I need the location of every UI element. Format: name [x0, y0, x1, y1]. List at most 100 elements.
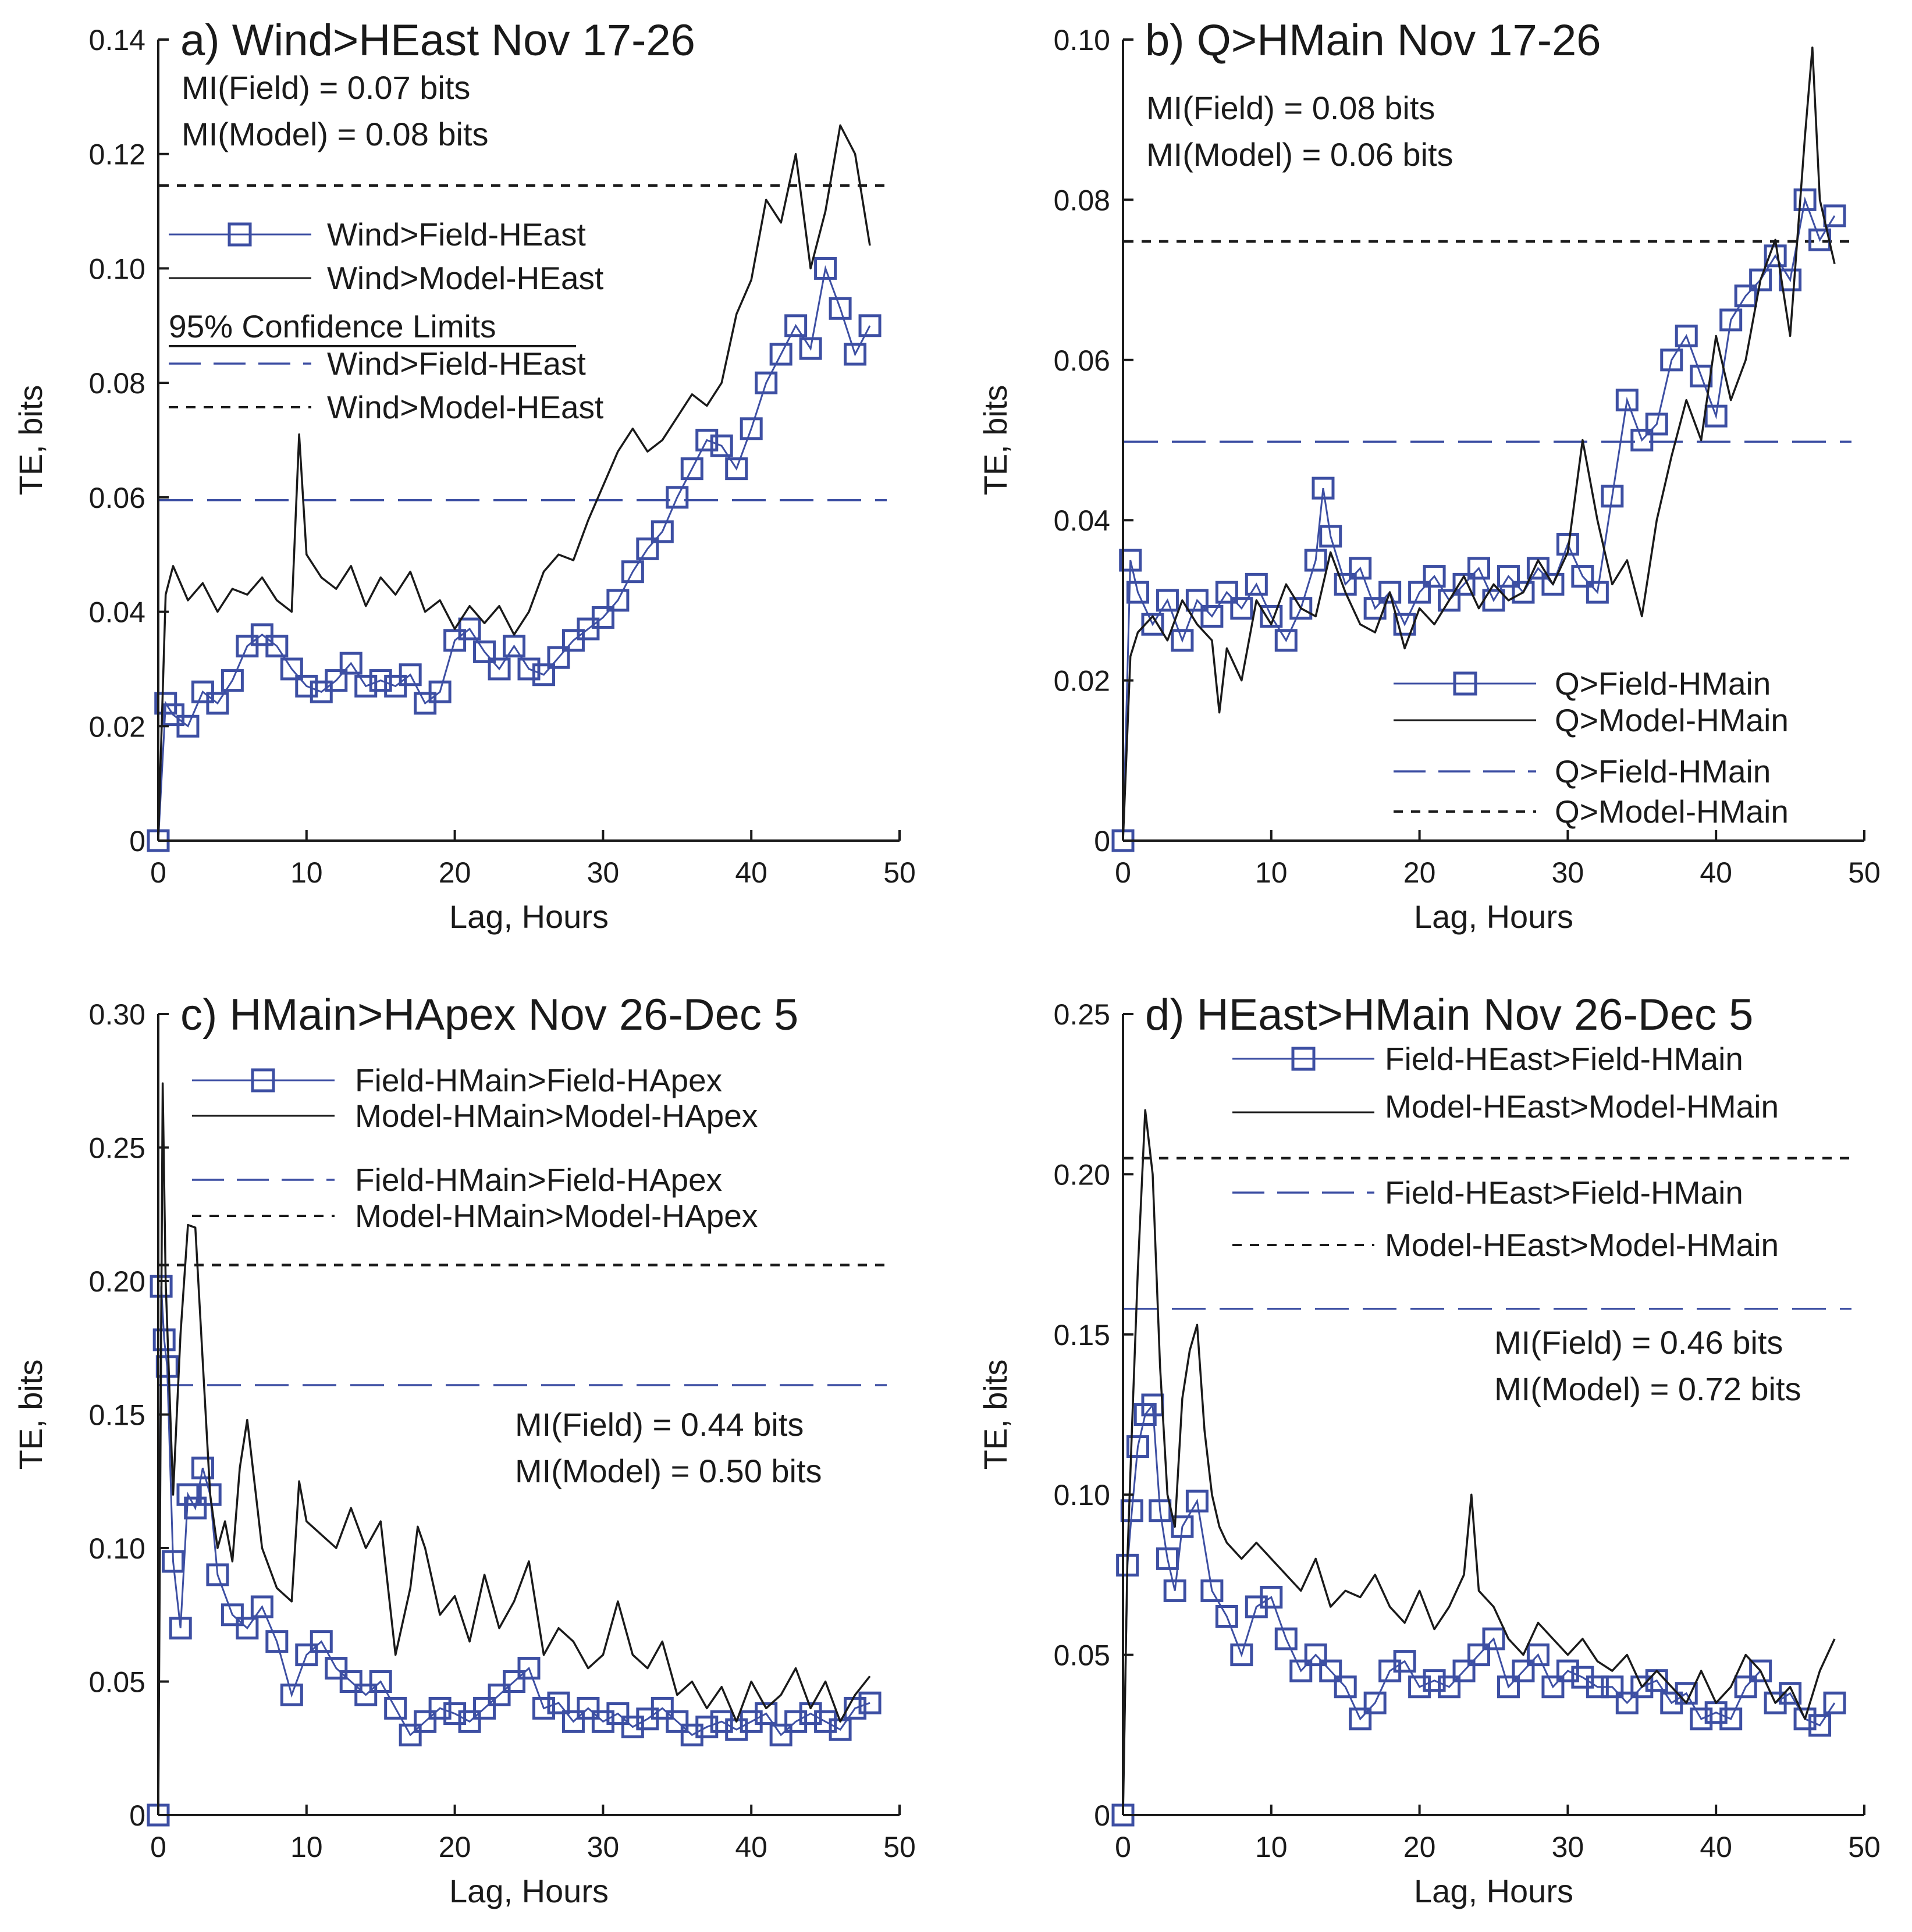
- field-series-marker: [1319, 525, 1342, 548]
- x-tick-label: 50: [883, 1831, 916, 1863]
- field-series-marker: [1749, 1659, 1772, 1682]
- field-series-marker: [591, 606, 614, 629]
- plot-area: 0 0.05 0.10 0.15 0.20 0.25 0 10 20 30 40 50 Lag, Hou…: [977, 998, 1881, 1909]
- field-series-marker: [154, 692, 177, 715]
- legend-subheading-confidence: 95% Confidence Limits: [169, 308, 496, 344]
- field-series-marker: [414, 1710, 437, 1733]
- x-tick-label: 40: [735, 856, 767, 889]
- y-axis-label: TE, bits: [12, 385, 49, 496]
- field-series-marker: [1171, 629, 1194, 652]
- field-series-marker: [1586, 581, 1609, 604]
- field-series-marker: [844, 1696, 867, 1720]
- legend-label-field-limit: Wind>Field-HEast: [327, 346, 586, 382]
- field-series-marker: [1378, 581, 1402, 604]
- field-series-marker: [384, 1696, 407, 1720]
- field-series-marker: [695, 429, 719, 451]
- field-series-marker: [814, 1710, 837, 1733]
- field-series-marker: [695, 1716, 719, 1739]
- field-series-marker: [1230, 1643, 1253, 1667]
- field-series-marker: [325, 669, 348, 692]
- field-series-marker: [354, 674, 378, 698]
- field-series-marker: [1408, 1675, 1431, 1699]
- field-series-marker: [666, 1710, 689, 1733]
- field-series-marker: [325, 1657, 348, 1680]
- field-series-marker: [1289, 1659, 1313, 1682]
- field-series-marker: [1334, 1675, 1357, 1699]
- field-series-marker: [858, 314, 882, 337]
- field-series-marker: [1408, 581, 1431, 604]
- panel-a-legend: Wind>Field-HEast Wind>Model-HEast 95% Co…: [169, 216, 603, 425]
- y-axis-label: TE, bits: [977, 1360, 1014, 1470]
- field-series-line: [1122, 196, 1836, 841]
- field-series-marker: [1823, 1691, 1846, 1714]
- legend-label-field: Wind>Field-HEast: [327, 216, 586, 252]
- field-series-marker: [1482, 1627, 1505, 1650]
- field-series-marker: [1749, 268, 1772, 291]
- field-series-marker: [1260, 1585, 1283, 1609]
- field-series-marker: [152, 1328, 176, 1351]
- field-series-marker: [1423, 565, 1446, 588]
- x-tick-label: 30: [1552, 1831, 1584, 1863]
- field-series-marker: [1171, 1515, 1194, 1538]
- field-series-marker: [1601, 485, 1624, 508]
- field-series-marker: [1200, 1579, 1224, 1602]
- field-series-marker: [1156, 1547, 1179, 1570]
- field-series-marker: [176, 714, 200, 738]
- x-axis-label: Lag, Hours: [449, 898, 609, 935]
- legend-label-model: Wind>Model-HEast: [327, 260, 603, 296]
- field-series-marker: [1119, 549, 1142, 572]
- field-series-marker: [443, 629, 467, 652]
- model-series-line: [157, 124, 871, 841]
- legend-label-model-limit: Model-HEast>Model-HMain: [1385, 1227, 1779, 1263]
- y-tick-label: 0.10: [89, 1532, 145, 1565]
- panel-d-mi-model: MI(Model) = 0.72 bits: [1494, 1371, 1801, 1407]
- field-series-marker: [844, 343, 867, 366]
- x-axis-label: Lag, Hours: [1414, 1873, 1573, 1909]
- field-series-marker: [250, 623, 273, 646]
- field-series-marker: [591, 1710, 614, 1733]
- plot-area: 0 0.05 0.10 0.15 0.20 0.25 0.30 0 10 20 30 40 50 Lag,…: [12, 998, 916, 1909]
- y-tick-label: 0: [129, 1799, 145, 1832]
- field-series-marker: [755, 371, 778, 394]
- field-series-marker: [1163, 1579, 1186, 1602]
- field-series-marker: [561, 1710, 585, 1733]
- field-series-marker: [651, 520, 674, 543]
- field-series-marker: [169, 1617, 192, 1640]
- y-tick-label: 0.20: [89, 1265, 145, 1298]
- y-tick-label: 0.06: [89, 482, 145, 514]
- field-series-marker: [1793, 188, 1817, 211]
- field-series-marker: [184, 1496, 207, 1520]
- field-series-marker: [799, 337, 822, 360]
- y-tick-label: 0.10: [89, 252, 145, 285]
- legend-label-field-limit: Field-HEast>Field-HMain: [1385, 1175, 1743, 1211]
- field-series-marker: [191, 1456, 214, 1479]
- legend-label-field: Field-HMain>Field-HApex: [355, 1062, 722, 1098]
- field-series-marker: [740, 1710, 763, 1733]
- legend-label-model: Model-HMain>Model-HApex: [355, 1098, 758, 1134]
- y-tick-label: 0.14: [89, 24, 145, 56]
- field-series-marker: [1215, 1605, 1238, 1628]
- field-series-marker: [1601, 1675, 1624, 1699]
- y-tick-label: 0.30: [89, 998, 145, 1031]
- field-series-marker: [1393, 1650, 1416, 1673]
- field-series-marker: [1779, 268, 1802, 291]
- field-series-marker: [339, 652, 363, 675]
- plot-area: 0 0.02 0.04 0.06 0.08 0.10 0 10 20 30 40 50 Lag, Hou…: [977, 24, 1881, 935]
- y-tick-label: 0.04: [1054, 504, 1110, 537]
- field-series-marker: [1452, 572, 1476, 596]
- x-tick-label: 10: [1255, 1831, 1288, 1863]
- field-series-marker: [1793, 1707, 1817, 1731]
- y-tick-label: 0.08: [89, 367, 145, 400]
- field-series-marker: [1497, 1675, 1520, 1699]
- field-series-marker: [710, 1710, 733, 1733]
- field-series-marker: [577, 1696, 600, 1720]
- y-tick-label: 0.15: [89, 1399, 145, 1432]
- panel-c-legend: Field-HMain>Field-HApex Model-HMain>Mode…: [192, 1062, 758, 1234]
- field-series-marker: [1779, 1682, 1802, 1705]
- field-series-marker: [1467, 1643, 1491, 1667]
- field-series-marker: [1541, 572, 1565, 596]
- field-series-marker: [1512, 1659, 1535, 1682]
- field-series-marker: [1438, 1675, 1461, 1699]
- field-series-marker: [1526, 1643, 1549, 1667]
